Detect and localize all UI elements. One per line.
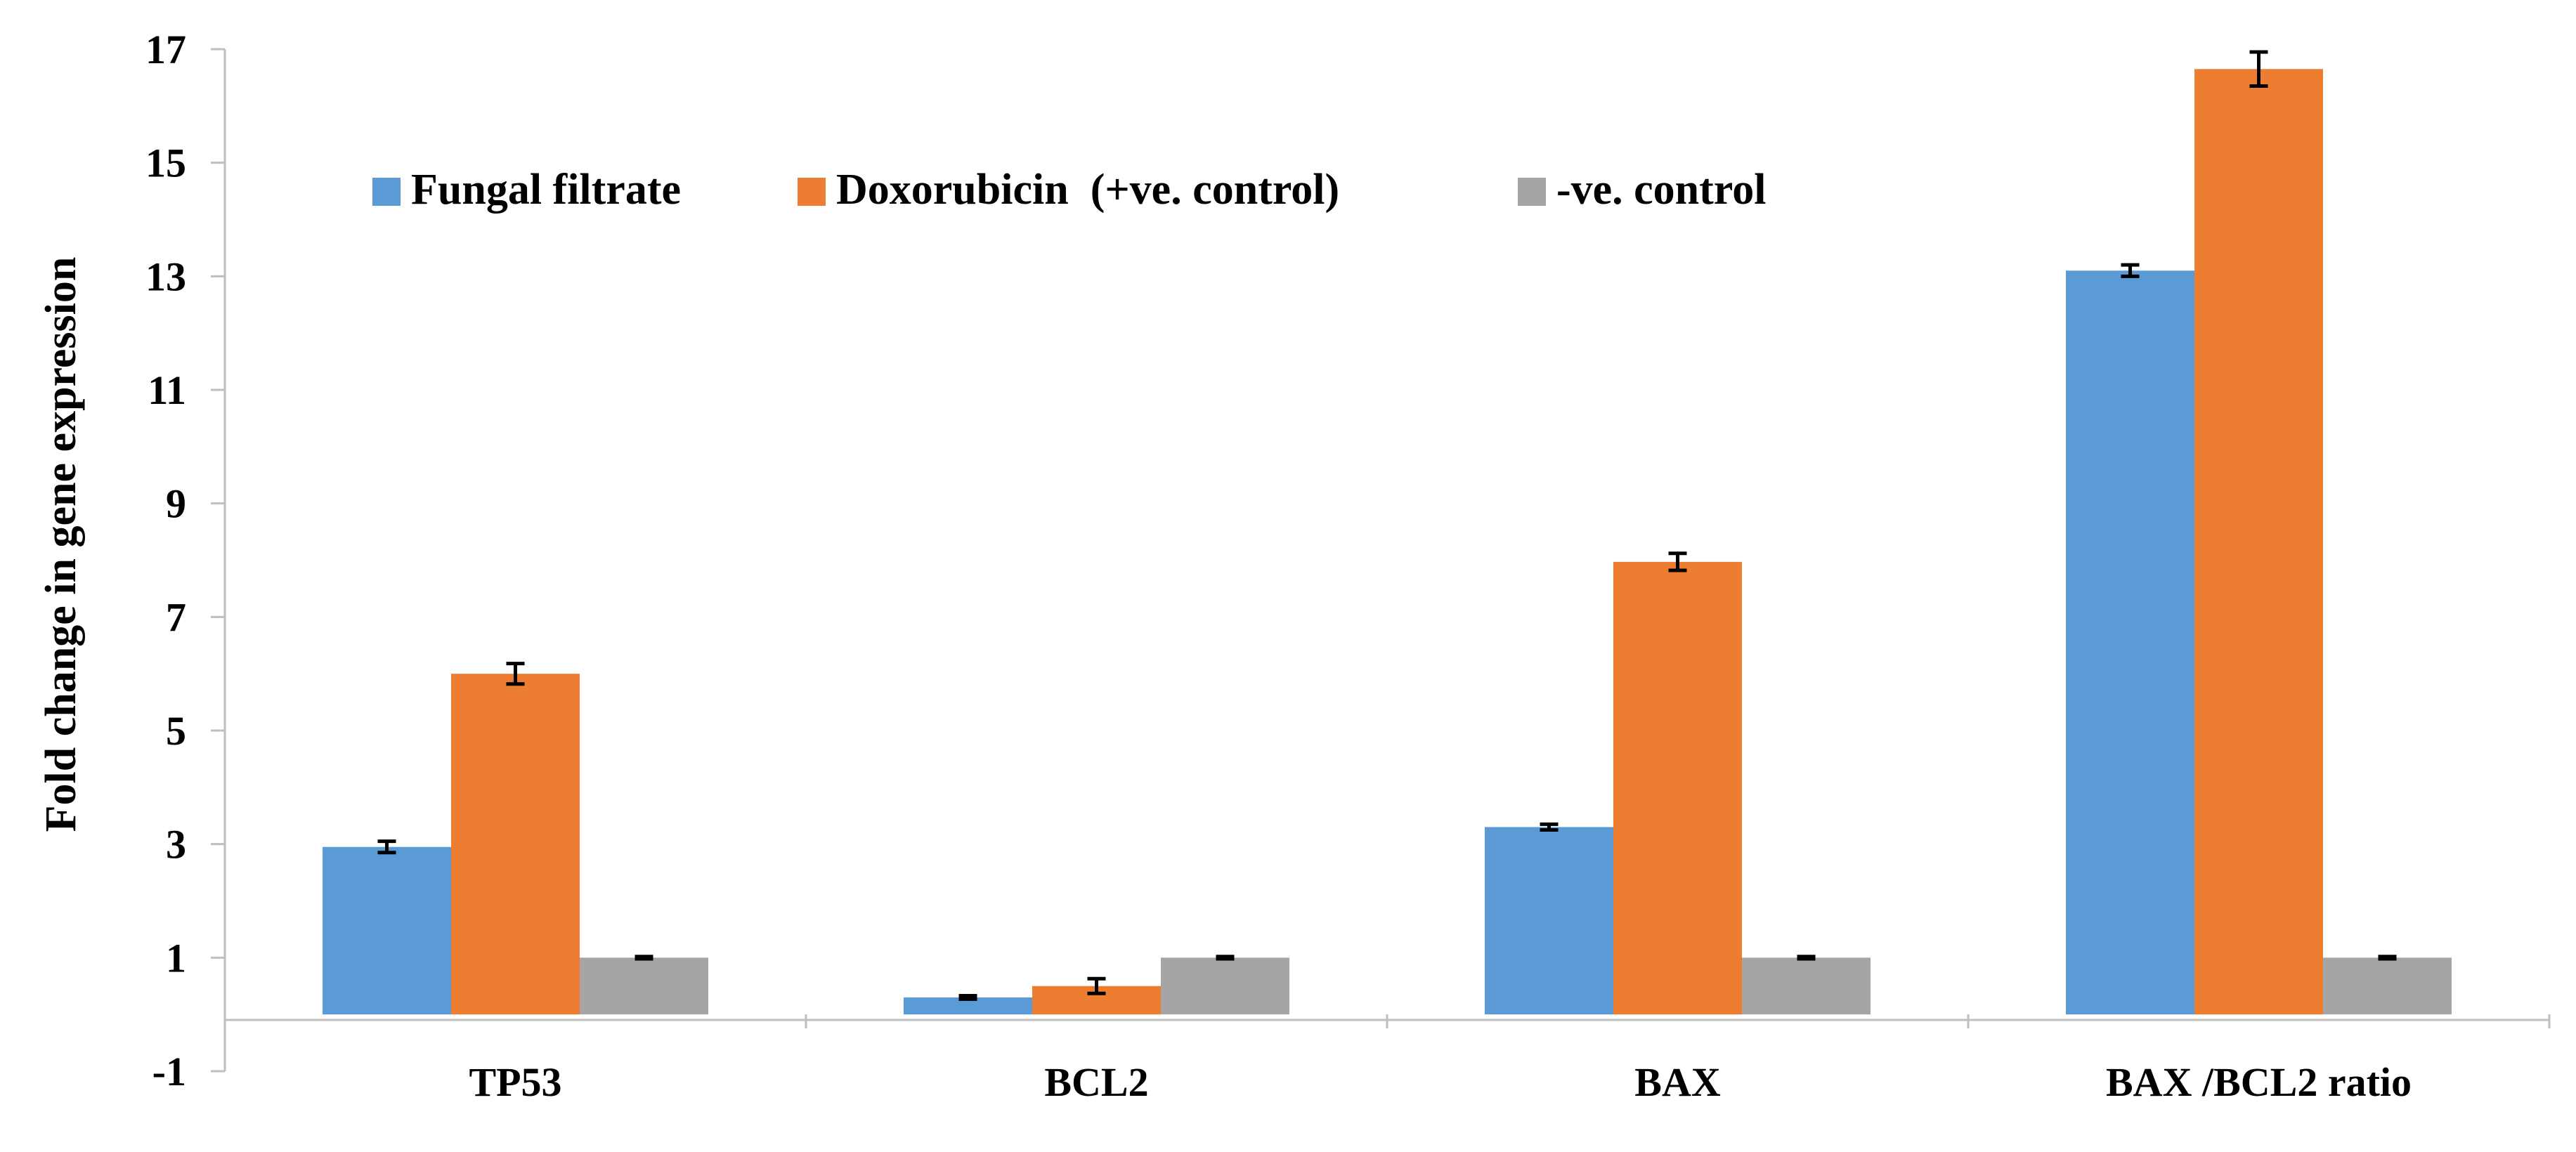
- category-label: BCL2: [1044, 1059, 1148, 1105]
- y-tick-label: 7: [166, 594, 186, 640]
- bar: [2066, 270, 2194, 1015]
- bar: [451, 674, 580, 1015]
- y-tick-label: 13: [145, 254, 186, 299]
- bar: [2323, 957, 2452, 1015]
- bar: [580, 957, 708, 1015]
- y-tick-label: 17: [145, 27, 186, 72]
- y-tick-label: 5: [166, 708, 186, 754]
- y-tick-label: 3: [166, 822, 186, 868]
- y-axis-label: Fold change in gene expression: [37, 257, 85, 832]
- y-tick-label: -1: [152, 1049, 186, 1094]
- y-tick-label: 1: [166, 935, 186, 981]
- legend-swatch: [1518, 178, 1546, 206]
- category-label: BAX: [1634, 1059, 1721, 1105]
- category-label: BAX /BCL2 ratio: [2106, 1059, 2412, 1105]
- y-tick-label: 9: [166, 481, 186, 527]
- bar: [1742, 957, 1871, 1015]
- bar: [1613, 561, 1742, 1015]
- legend-swatch: [798, 178, 826, 206]
- legend-label: Doxorubicin (+ve. control): [836, 166, 1339, 214]
- category-label: TP53: [469, 1059, 561, 1105]
- legend-swatch: [372, 178, 401, 206]
- bar: [2194, 69, 2323, 1015]
- bar: [1161, 957, 1289, 1015]
- bar: [1485, 827, 1613, 1015]
- legend-label: Fungal filtrate: [411, 166, 681, 214]
- bar: [323, 846, 451, 1015]
- y-tick-label: 11: [148, 367, 186, 413]
- legend-label: -ve. control: [1556, 166, 1766, 214]
- y-tick-label: 15: [145, 140, 186, 186]
